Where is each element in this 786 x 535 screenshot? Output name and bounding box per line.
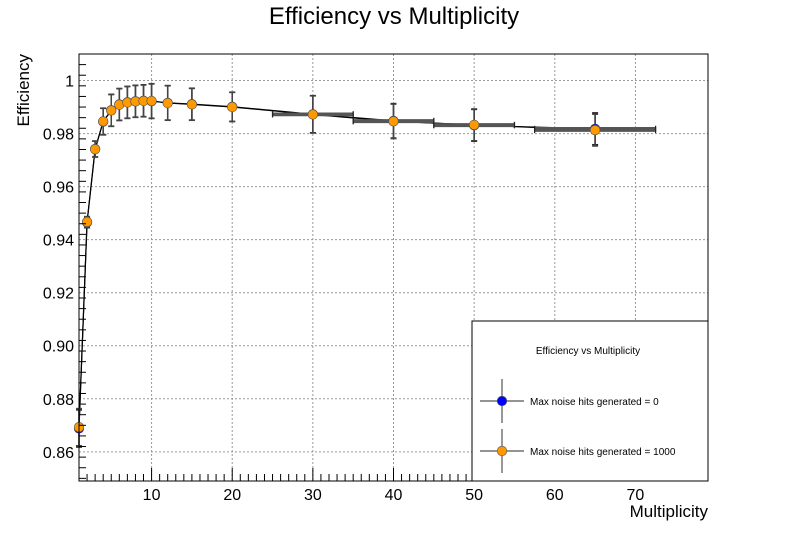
data-point [388,116,399,127]
legend-marker [496,445,508,457]
x-axis-label: Multiplicity [630,502,709,521]
x-tick-label: 40 [385,487,403,504]
data-point [469,119,480,130]
x-tick-label: 30 [304,487,322,504]
legend-entries: Max noise hits generated = 0 Max noise hi… [480,379,676,473]
data-point [227,101,238,113]
y-tick-label: 1 [65,74,74,91]
markers-layer [73,95,601,434]
y-tick-label: 0.86 [43,445,74,462]
x-tick-label: 50 [465,487,483,504]
x-tick-label: 60 [546,487,564,504]
data-point [98,116,109,127]
y-tick-label: 0.96 [43,180,74,197]
chart-title: Efficiency vs Multiplicity [269,3,519,30]
y-tick-label: 0.90 [43,339,74,356]
y-tick-label: 0.94 [43,233,74,250]
x-tick-label: 10 [143,487,161,504]
legend-title: Efficiency vs Multiplicity [536,346,640,357]
data-point [106,105,117,116]
legend-entry-label: Max noise hits generated = 0 [530,397,659,408]
data-point [590,125,601,136]
data-point [146,95,157,107]
legend-marker [496,395,508,407]
x-tick-label: 20 [223,487,241,504]
legend-entry-label: Max noise hits generated = 1000 [530,447,676,458]
legend: Efficiency vs Multiplicity Max noise hit… [471,320,709,482]
y-axis-label: Efficiency [14,54,33,127]
y-tick-label: 0.98 [43,127,74,144]
data-point [90,144,101,155]
data-point [162,97,173,109]
data-point [81,216,93,227]
x-tick-label: 70 [627,487,645,504]
y-tick-label: 0.88 [43,392,74,409]
axes-layer: 10 20 30 40 50 60 70 0.86 0.88 0.90 0.92 0.94 0.96 0.… [43,53,701,504]
data-point [307,109,318,120]
y-tick-label: 0.92 [43,286,74,303]
data-point [186,99,197,110]
